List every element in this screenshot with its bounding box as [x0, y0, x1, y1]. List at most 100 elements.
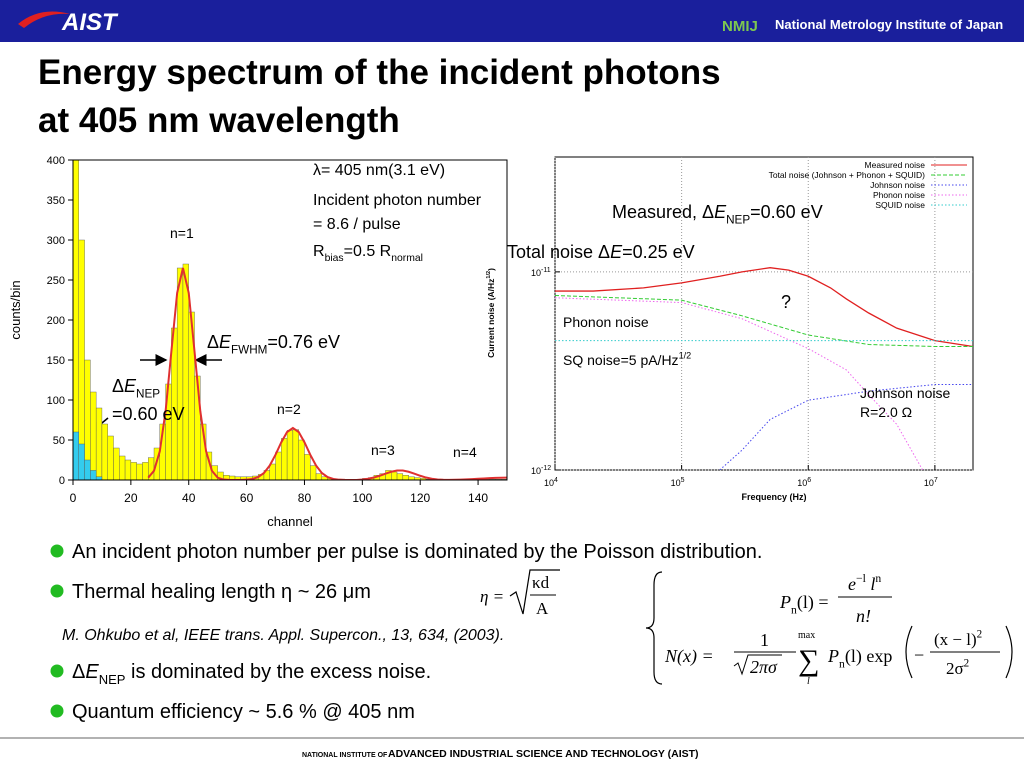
text-part: n=4 — [453, 444, 477, 460]
text-part: =0.60 eV — [112, 404, 185, 424]
annotation: Rbias=0.5 Rnormal — [313, 243, 423, 264]
logo-swoosh — [18, 11, 70, 28]
text-part: An incident photon number per pulse is d… — [72, 541, 762, 563]
histogram-bar — [84, 459, 91, 480]
text-part: (l) exp — [845, 646, 892, 667]
histogram-bar — [402, 475, 409, 480]
text-part: Phonon noise — [563, 314, 649, 330]
annotation: Johnson noise — [860, 385, 951, 401]
text-part: = 8.6 / pulse — [313, 216, 401, 233]
bullet-dot — [50, 704, 64, 718]
annotation: = 8.6 / pulse — [313, 216, 401, 233]
tick-exponent: 6 — [807, 477, 811, 484]
annotation: =0.60 eV — [112, 404, 185, 424]
annotation: Incident photon number — [313, 192, 482, 209]
bullet-dot — [50, 664, 64, 678]
legend-label: Total noise (Johnson + Phonon + SQUID) — [769, 170, 926, 180]
bullet-text: ΔENEP is dominated by the excess noise. — [72, 661, 431, 687]
x-tick-label: 105 — [671, 477, 685, 488]
formula-text: Pn(l) exp — [827, 646, 892, 670]
histogram-bar — [73, 431, 79, 480]
x-tick-label: 104 — [544, 477, 558, 488]
bullet-text: Thermal healing length η ~ 26 μm — [72, 581, 371, 603]
text-part: 1/2 — [679, 351, 692, 361]
tick-base: 10 — [924, 478, 934, 488]
x-axis-label: channel — [267, 514, 313, 529]
x-tick-label: 107 — [924, 477, 938, 488]
histogram-bar — [136, 463, 143, 480]
tick-exponent: 7 — [934, 477, 938, 484]
formula-text: N(x) = — [664, 646, 714, 667]
text-part: Johnson noise — [860, 385, 951, 401]
sqrt-sign — [733, 654, 782, 676]
text-part: Δ — [112, 376, 124, 396]
text-part: =0.60 eV — [750, 202, 823, 222]
x-tick-label: 120 — [410, 491, 430, 505]
y-tick-label: 10-11 — [531, 267, 551, 278]
footer-small: NATIONAL INSTITUTE OF — [302, 752, 388, 759]
tick-base: 10 — [531, 268, 541, 278]
histogram-bar — [119, 455, 126, 480]
legend-label: Phonon noise — [873, 190, 925, 200]
plot-frame — [554, 156, 974, 471]
annotation: R=2.0 Ω — [860, 404, 912, 420]
histogram-bar — [90, 470, 97, 480]
formula-text: ∑ — [798, 644, 819, 677]
histogram-bar — [182, 263, 189, 480]
text-part: n=1 — [170, 225, 194, 241]
histogram-bar — [298, 439, 305, 480]
histogram-bar — [107, 435, 114, 480]
annotation: Measured, ΔENEP=0.60 eV — [612, 202, 823, 226]
y-tick-label: 300 — [47, 235, 65, 247]
histogram-bar — [142, 462, 149, 480]
text-part: (x − l) — [934, 630, 977, 649]
logo: AIST — [61, 9, 119, 36]
annotation: λ= 405 nm(3.1 eV) — [313, 162, 445, 179]
text-part: E — [610, 242, 623, 262]
text-part: Δ — [207, 332, 219, 352]
text-part: NEP — [99, 672, 126, 687]
x-tick-label: 20 — [124, 491, 138, 505]
annotation: ? — [781, 292, 791, 312]
formula-text: − — [914, 645, 924, 665]
histogram-bar — [315, 473, 323, 480]
text-part: Δ — [72, 661, 85, 683]
text-part: 2 — [964, 657, 970, 669]
text-part: n=2 — [277, 401, 301, 417]
bullet-text: Quantum efficiency ~ 5.6 % @ 405 nm — [72, 701, 415, 723]
histogram-bar — [292, 429, 299, 480]
histogram-bar — [78, 443, 85, 480]
y-tick-label: 150 — [47, 355, 65, 367]
text-part: Measured, Δ — [612, 202, 714, 222]
text-part: Incident photon number — [313, 192, 482, 209]
series-line — [555, 294, 973, 348]
plot-area — [73, 160, 507, 480]
formula-text: n! — [856, 606, 871, 626]
y-tick-label: 350 — [47, 195, 65, 207]
x-tick-label: 0 — [70, 491, 77, 505]
formula-text: 2σ2 — [946, 657, 969, 678]
text-part: R — [313, 243, 325, 260]
text-part: l — [866, 574, 876, 594]
text-part: 1/2 — [486, 271, 492, 279]
series-line — [555, 297, 924, 470]
tick-base: 10 — [531, 466, 541, 476]
histogram-bar — [124, 459, 132, 480]
histogram-bar — [176, 267, 184, 480]
paren — [905, 625, 913, 679]
text-part: Thermal healing length η ~ 26 μm — [72, 581, 371, 603]
y-tick-label: 250 — [47, 275, 65, 287]
formula-text: 1 — [760, 630, 769, 650]
histogram-bar — [391, 471, 398, 480]
brace — [645, 571, 663, 685]
annotation: n=2 — [277, 401, 301, 417]
text-part: ) — [486, 268, 496, 271]
text-part: normal — [391, 253, 423, 264]
annotation: n=4 — [453, 444, 477, 460]
text-part: E — [714, 202, 727, 222]
institute: National Metrology Institute of Japan — [775, 17, 1003, 32]
series-line — [719, 384, 973, 470]
tick-base: 10 — [544, 478, 554, 488]
text-part: Current noise (A/Hz — [486, 279, 496, 358]
formula-text: κd — [532, 573, 550, 592]
